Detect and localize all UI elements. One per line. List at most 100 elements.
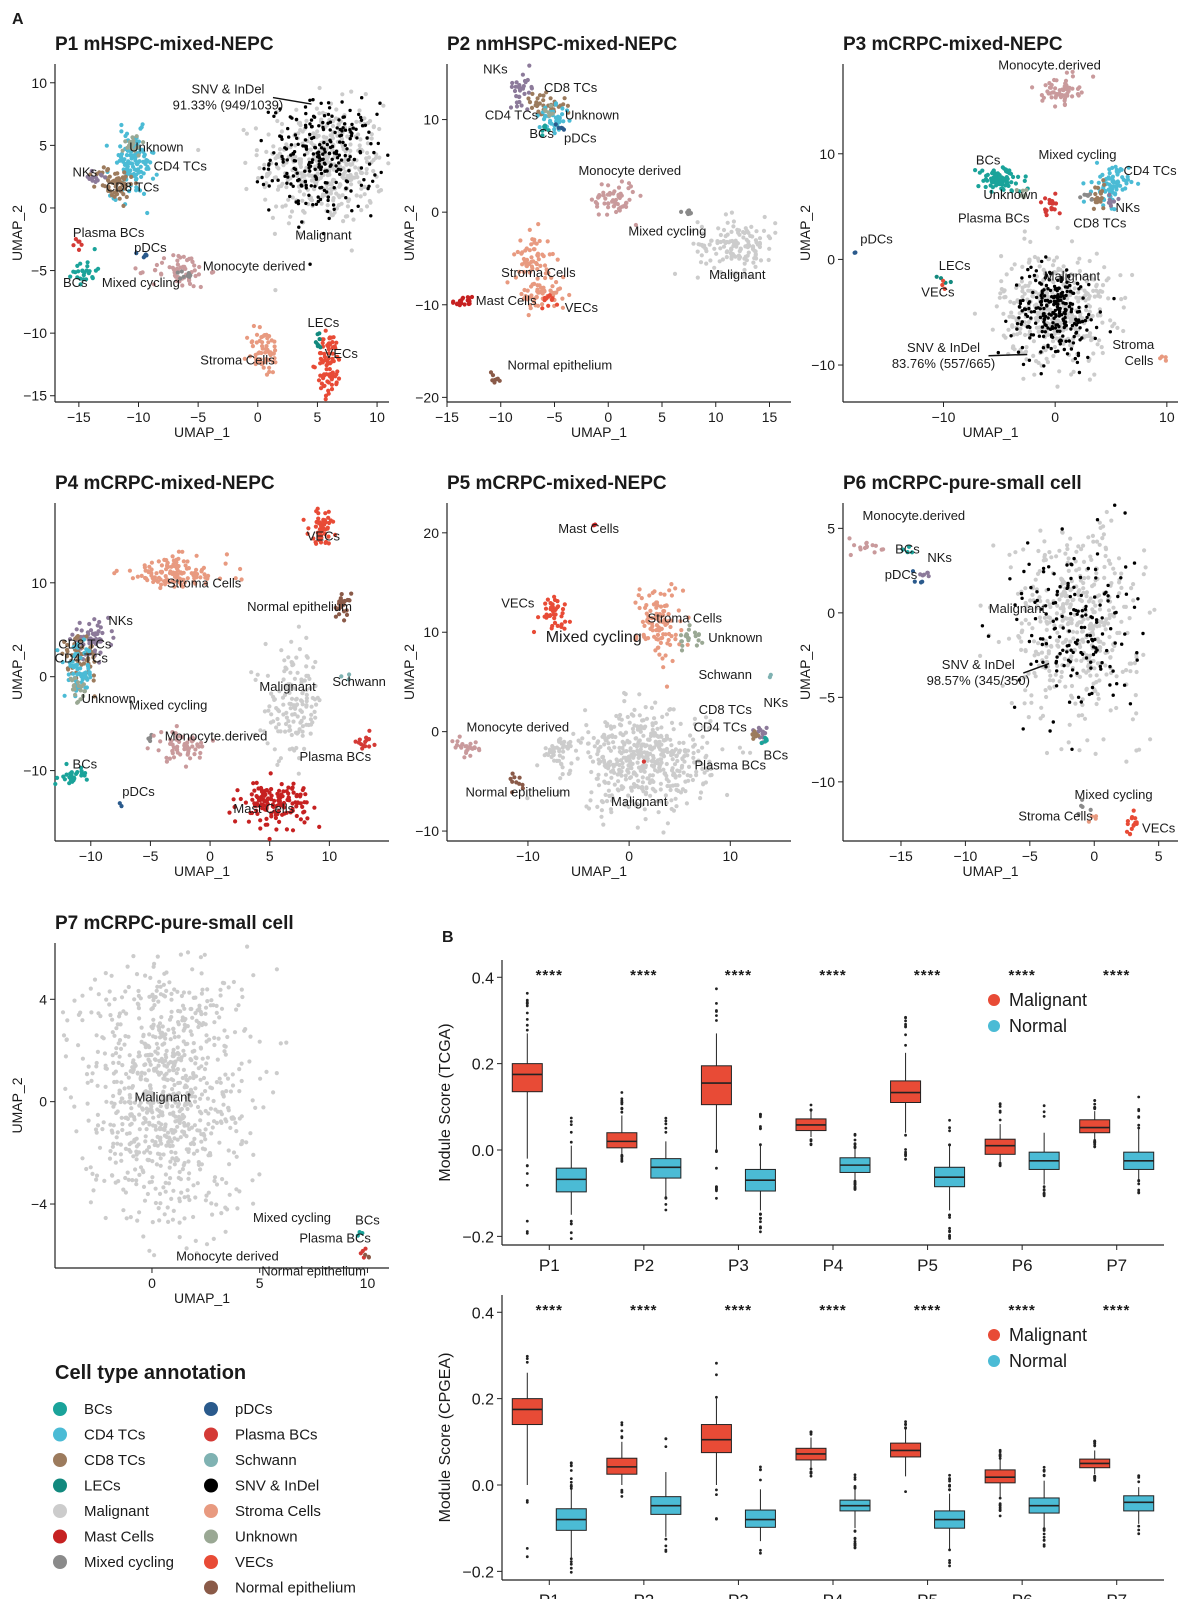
point-malignant bbox=[313, 180, 318, 185]
cluster-label-mast-cells: Mast Cells bbox=[233, 801, 294, 816]
point-snv-indel bbox=[1058, 329, 1062, 333]
point-malignant bbox=[309, 712, 314, 717]
point-nks bbox=[109, 629, 114, 634]
point-vecs bbox=[330, 351, 335, 356]
point-snv-indel bbox=[358, 149, 362, 154]
point-malignant bbox=[1085, 738, 1090, 743]
point-malignant bbox=[362, 116, 367, 121]
point-malignant bbox=[243, 160, 248, 165]
point-bcs bbox=[53, 781, 58, 787]
point-malignant bbox=[1091, 288, 1096, 293]
point-stroma-cells bbox=[273, 360, 278, 365]
point-plasma-bcs bbox=[1043, 196, 1048, 201]
point-unknown bbox=[120, 148, 125, 153]
point-malignant bbox=[1063, 684, 1068, 689]
point-malignant bbox=[1028, 280, 1033, 285]
point-malignant bbox=[272, 747, 277, 752]
point-malignant bbox=[1069, 654, 1074, 659]
x-tick-label: −5 bbox=[142, 848, 158, 864]
point-mast-cells bbox=[302, 820, 307, 825]
point-malignant bbox=[1117, 630, 1122, 636]
point-malignant bbox=[767, 236, 773, 241]
point-snv-indel bbox=[1074, 608, 1078, 613]
point-snv-indel bbox=[309, 125, 314, 129]
point-snv-indel bbox=[1033, 617, 1038, 621]
point-monocyte-derived bbox=[606, 183, 611, 188]
point-malignant bbox=[604, 763, 609, 768]
point-snv-indel bbox=[1027, 301, 1031, 305]
point-snv-indel bbox=[314, 175, 318, 180]
y-axis-label: UMAP_2 bbox=[401, 644, 417, 700]
point-normal-epithelium bbox=[517, 775, 522, 780]
point-malignant bbox=[748, 750, 753, 755]
point-malignant bbox=[304, 165, 309, 170]
umap-points bbox=[68, 85, 391, 402]
point-unknown bbox=[129, 146, 134, 151]
point-malignant bbox=[686, 764, 692, 770]
x-tick-label: −10 bbox=[489, 409, 513, 425]
point-plasma-bcs bbox=[76, 247, 82, 252]
point-malignant bbox=[1084, 686, 1089, 691]
point-snv-indel bbox=[1012, 705, 1017, 709]
point-snv-indel bbox=[996, 350, 1000, 355]
point-snv-indel bbox=[1047, 565, 1051, 569]
point-malignant bbox=[1023, 332, 1028, 338]
x-tick-label: 5 bbox=[314, 409, 322, 425]
point-malignant bbox=[257, 166, 262, 171]
point-unknown bbox=[680, 643, 685, 648]
point-monocyte-derived bbox=[171, 267, 177, 272]
point-malignant bbox=[357, 180, 362, 185]
point-malignant bbox=[1099, 345, 1104, 350]
point-malignant bbox=[724, 255, 729, 260]
point-malignant bbox=[281, 712, 286, 717]
point-malignant bbox=[1098, 525, 1103, 531]
point-snv-indel bbox=[359, 183, 364, 187]
point-snv-indel bbox=[1106, 583, 1110, 588]
point-cd4-tcs bbox=[1136, 181, 1141, 186]
point-malignant bbox=[1098, 313, 1103, 318]
point-malignant bbox=[1092, 372, 1097, 377]
point-snv-indel bbox=[1080, 336, 1084, 340]
point-malignant bbox=[1097, 542, 1102, 547]
point-vecs bbox=[329, 387, 335, 392]
point-monocyte-derived bbox=[614, 209, 619, 215]
point-unknown bbox=[548, 103, 554, 108]
panel-label-b: B bbox=[442, 929, 454, 946]
point-malignant bbox=[1023, 648, 1028, 653]
point-malignant bbox=[1076, 290, 1081, 295]
point-malignant bbox=[683, 789, 688, 794]
point-malignant bbox=[1096, 290, 1101, 295]
point-malignant bbox=[599, 808, 605, 813]
point-malignant bbox=[603, 792, 608, 798]
point-snv-indel bbox=[303, 138, 308, 142]
point-cd4-tcs bbox=[130, 153, 136, 158]
point-stroma-cells bbox=[536, 257, 541, 262]
point-malignant bbox=[626, 754, 631, 759]
point-stroma-cells bbox=[260, 346, 265, 351]
point-malignant bbox=[1052, 344, 1057, 350]
point-mixed-cycling bbox=[1082, 192, 1087, 197]
point-malignant bbox=[262, 709, 267, 714]
point-malignant bbox=[1094, 673, 1099, 678]
point-snv-indel bbox=[280, 137, 284, 141]
point-snv-indel bbox=[1065, 563, 1069, 567]
point-snv-indel bbox=[1027, 274, 1032, 279]
point-snv-indel bbox=[1065, 650, 1069, 654]
point-snv-indel bbox=[1068, 594, 1073, 599]
point-malignant bbox=[1032, 653, 1037, 658]
point-malignant bbox=[1037, 569, 1042, 574]
point-malignant bbox=[698, 260, 704, 265]
point-malignant bbox=[557, 753, 562, 758]
point-snv-indel bbox=[297, 225, 301, 229]
point-malignant bbox=[304, 699, 309, 704]
point-cd8-tcs bbox=[124, 194, 129, 200]
point-monocyte-derived bbox=[170, 749, 175, 754]
point-malignant bbox=[641, 768, 646, 773]
point-nks bbox=[77, 620, 82, 626]
point-malignant bbox=[1119, 619, 1124, 624]
point-malignant bbox=[700, 734, 705, 739]
point-malignant bbox=[297, 189, 302, 194]
point-malignant bbox=[1042, 554, 1047, 560]
point-monocyte-derived bbox=[1075, 86, 1081, 91]
point-monocyte-derived bbox=[190, 259, 195, 264]
